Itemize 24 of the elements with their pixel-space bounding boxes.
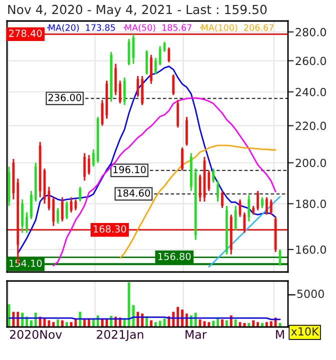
legend-label: MA(20) 173.85 <box>48 24 115 32</box>
y-tick-label: 260.0 <box>296 56 326 66</box>
y-tick-label: 180.0 <box>296 200 326 208</box>
text: 5000 <box>297 290 324 298</box>
y-tick-label: 220.0 <box>296 122 326 130</box>
legend-label: MA(50) 185.67 <box>125 24 192 32</box>
legend-label: MA(100) 206.67 <box>202 24 274 32</box>
ref-line-label: 196.10 <box>113 166 146 174</box>
ref-line-label: 168.30 <box>94 225 126 233</box>
y-tick-label: 200.0 <box>296 158 326 168</box>
x-tick-label: 2020Nov <box>10 330 62 339</box>
y-tick-label: 240.0 <box>296 88 326 96</box>
ref-line-label: 278.40 <box>9 30 42 37</box>
y-tick-label: 280.0 <box>296 28 326 36</box>
x-tick-label: M <box>276 330 284 339</box>
chart-title: Nov 4, 2020 - May 4, 2021 - Last : 159.50 <box>8 4 267 17</box>
y-tick-label: 160.0 <box>296 245 326 254</box>
x-tick-label: Mar <box>186 330 207 339</box>
ref-line-label: 184.60 <box>118 189 150 197</box>
ref-line-label: 154.10 <box>9 260 42 267</box>
x-tick-label: 2021Jan <box>96 330 144 342</box>
ref-line-label: 156.80 <box>158 252 191 260</box>
y-axis-title: x10K <box>291 327 320 336</box>
ref-line-label: 236.00 <box>48 94 82 102</box>
